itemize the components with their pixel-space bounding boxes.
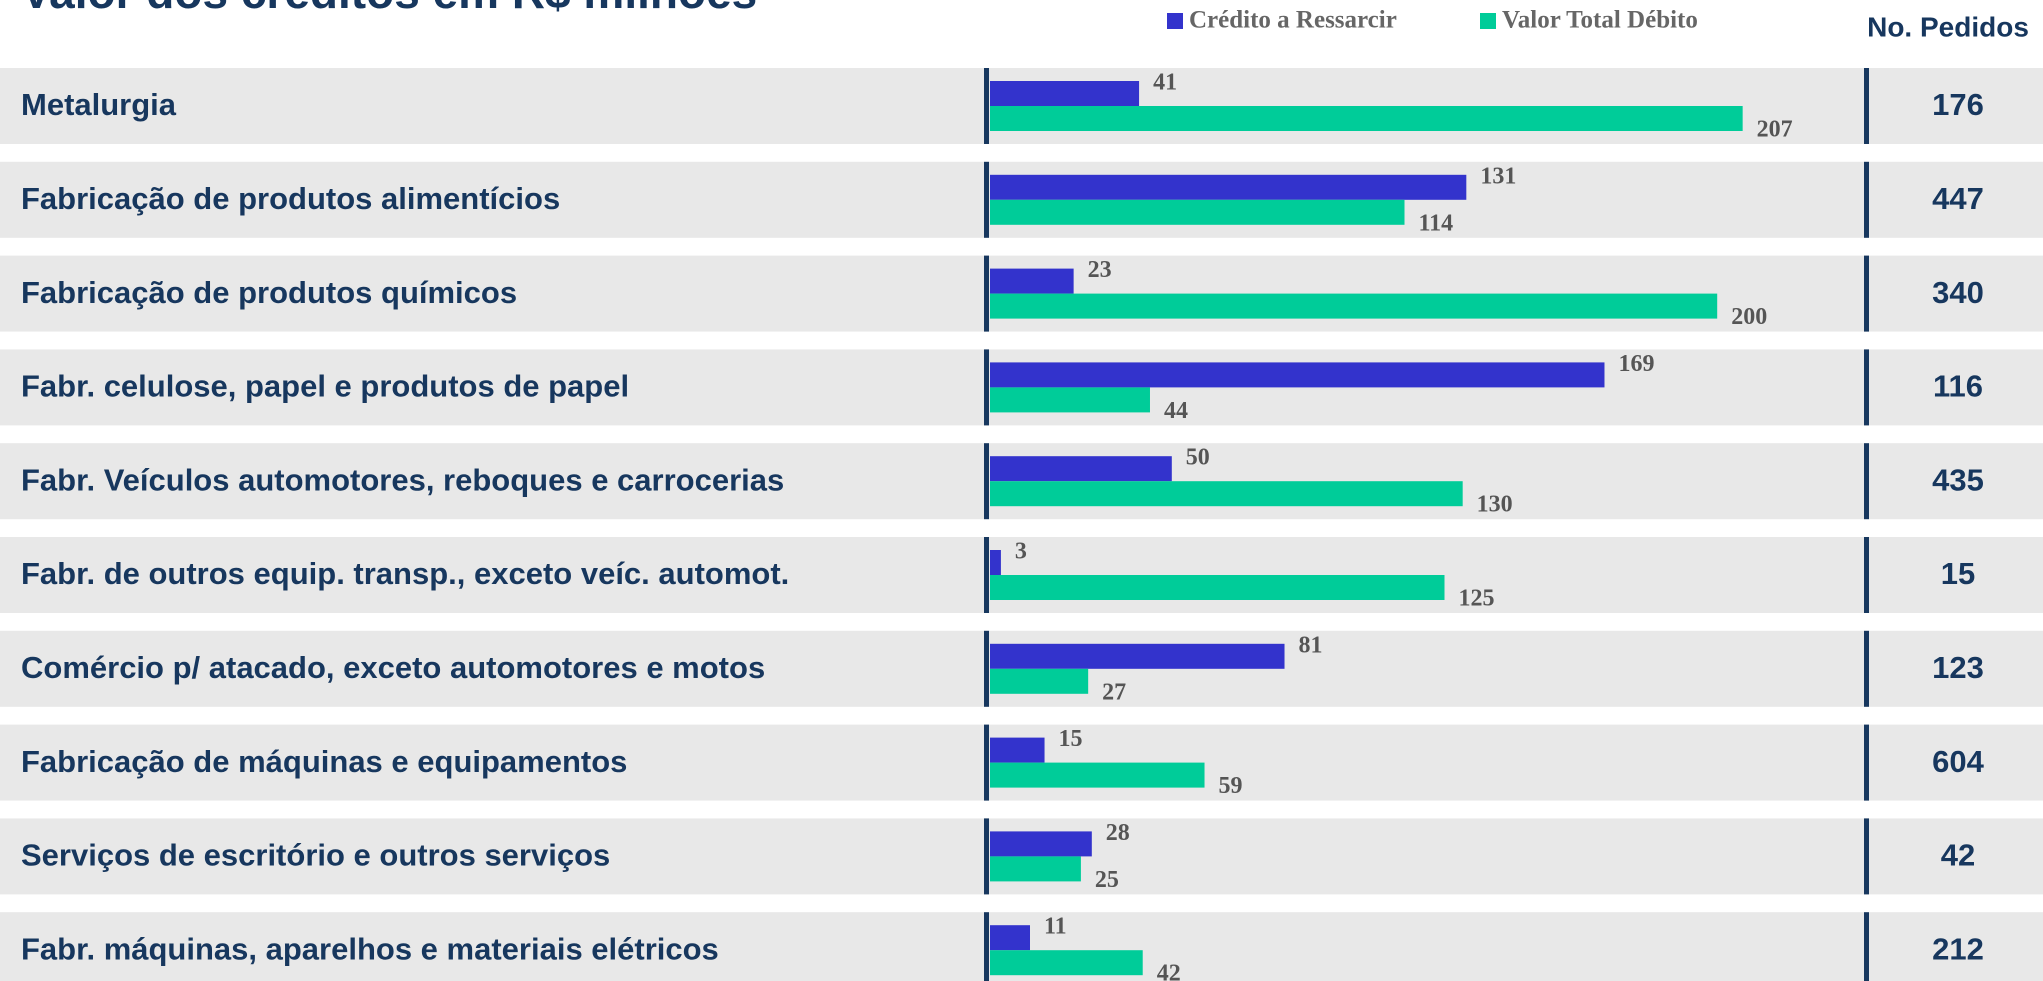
bar (990, 481, 1463, 507)
separator (1864, 68, 1869, 144)
bar (990, 268, 1074, 294)
value-label: 42 (1157, 961, 1181, 981)
value-label: 125 (1459, 586, 1495, 612)
bar (990, 456, 1172, 482)
category-label: Fabr. de outros equip. transp., exceto v… (21, 556, 789, 591)
orders-value: 176 (1932, 87, 1984, 122)
bar (990, 668, 1089, 694)
category-label: Fabr. celulose, papel e produtos de pape… (21, 369, 629, 404)
separator (1864, 724, 1869, 801)
value-label: 59 (1219, 773, 1243, 799)
orders-value: 340 (1932, 275, 1984, 310)
chart-title: Valor dos créditos em R$ milhões (21, 0, 757, 18)
value-label: 207 (1757, 117, 1793, 143)
separator (1864, 818, 1869, 895)
value-label: 11 (1044, 914, 1067, 940)
value-label: 41 (1153, 70, 1177, 96)
value-label: 27 (1102, 679, 1126, 705)
value-label: 131 (1480, 163, 1516, 189)
bar (990, 550, 1001, 575)
orders-value: 212 (1932, 931, 1984, 966)
separator (984, 255, 989, 332)
separator (1864, 630, 1869, 707)
category-label: Fabr. máquinas, aparelhos e materiais el… (21, 931, 719, 966)
value-label: 44 (1164, 398, 1188, 424)
separator (1864, 537, 1869, 613)
bar (990, 106, 1743, 131)
category-label: Fabricação de produtos alimentícios (21, 181, 560, 216)
separator (984, 349, 989, 426)
separator (984, 630, 989, 707)
separator (984, 912, 989, 981)
separator (1864, 349, 1869, 426)
value-label: 23 (1088, 257, 1112, 283)
value-label: 169 (1618, 351, 1654, 377)
separator (1864, 912, 1869, 981)
legend-label: Crédito a Ressarcir (1189, 7, 1397, 34)
bar (990, 362, 1605, 388)
category-label: Comércio p/ atacado, exceto automotores … (21, 650, 765, 685)
bar (990, 737, 1045, 763)
value-label: 50 (1186, 445, 1210, 471)
value-label: 3 (1015, 539, 1027, 565)
orders-header: No. Pedidos (1867, 11, 2029, 42)
orders-value: 604 (1932, 744, 1984, 779)
separator (984, 724, 989, 801)
orders-value: 15 (1941, 556, 1975, 591)
bar (990, 387, 1150, 413)
bar (990, 950, 1143, 976)
bar (990, 925, 1030, 951)
legend-label: Valor Total Débito (1502, 7, 1698, 34)
separator (1864, 161, 1869, 238)
bar (990, 81, 1140, 106)
bar (990, 199, 1405, 225)
separator (984, 818, 989, 895)
separator (1864, 443, 1869, 520)
bar (990, 643, 1285, 669)
value-label: 114 (1419, 210, 1454, 236)
legend-swatch (1167, 13, 1183, 29)
category-label: Fabricação de máquinas e equipamentos (21, 744, 627, 779)
bar (990, 762, 1205, 788)
separator (984, 68, 989, 144)
category-label: Serviços de escritório e outros serviços (21, 838, 610, 873)
bar (990, 856, 1081, 882)
value-label: 15 (1059, 726, 1083, 752)
orders-value: 123 (1932, 650, 1984, 685)
value-label: 81 (1299, 632, 1323, 658)
legend-swatch (1480, 13, 1496, 29)
orders-value: 447 (1932, 181, 1984, 216)
category-label: Metalurgia (21, 87, 177, 122)
bar (990, 831, 1092, 857)
orders-value: 42 (1941, 838, 1975, 873)
bar (990, 174, 1467, 200)
value-label: 130 (1477, 492, 1513, 518)
separator (1864, 255, 1869, 332)
value-label: 28 (1106, 820, 1130, 846)
value-label: 25 (1095, 867, 1119, 893)
bar (990, 575, 1445, 600)
separator (984, 161, 989, 238)
category-label: Fabr. Veículos automotores, reboques e c… (21, 462, 784, 497)
orders-value: 116 (1933, 369, 1983, 404)
value-label: 200 (1731, 304, 1767, 330)
category-label: Fabricação de produtos químicos (21, 275, 517, 310)
bar (990, 293, 1718, 319)
orders-value: 435 (1932, 462, 1984, 497)
separator (984, 537, 989, 613)
separator (984, 443, 989, 520)
